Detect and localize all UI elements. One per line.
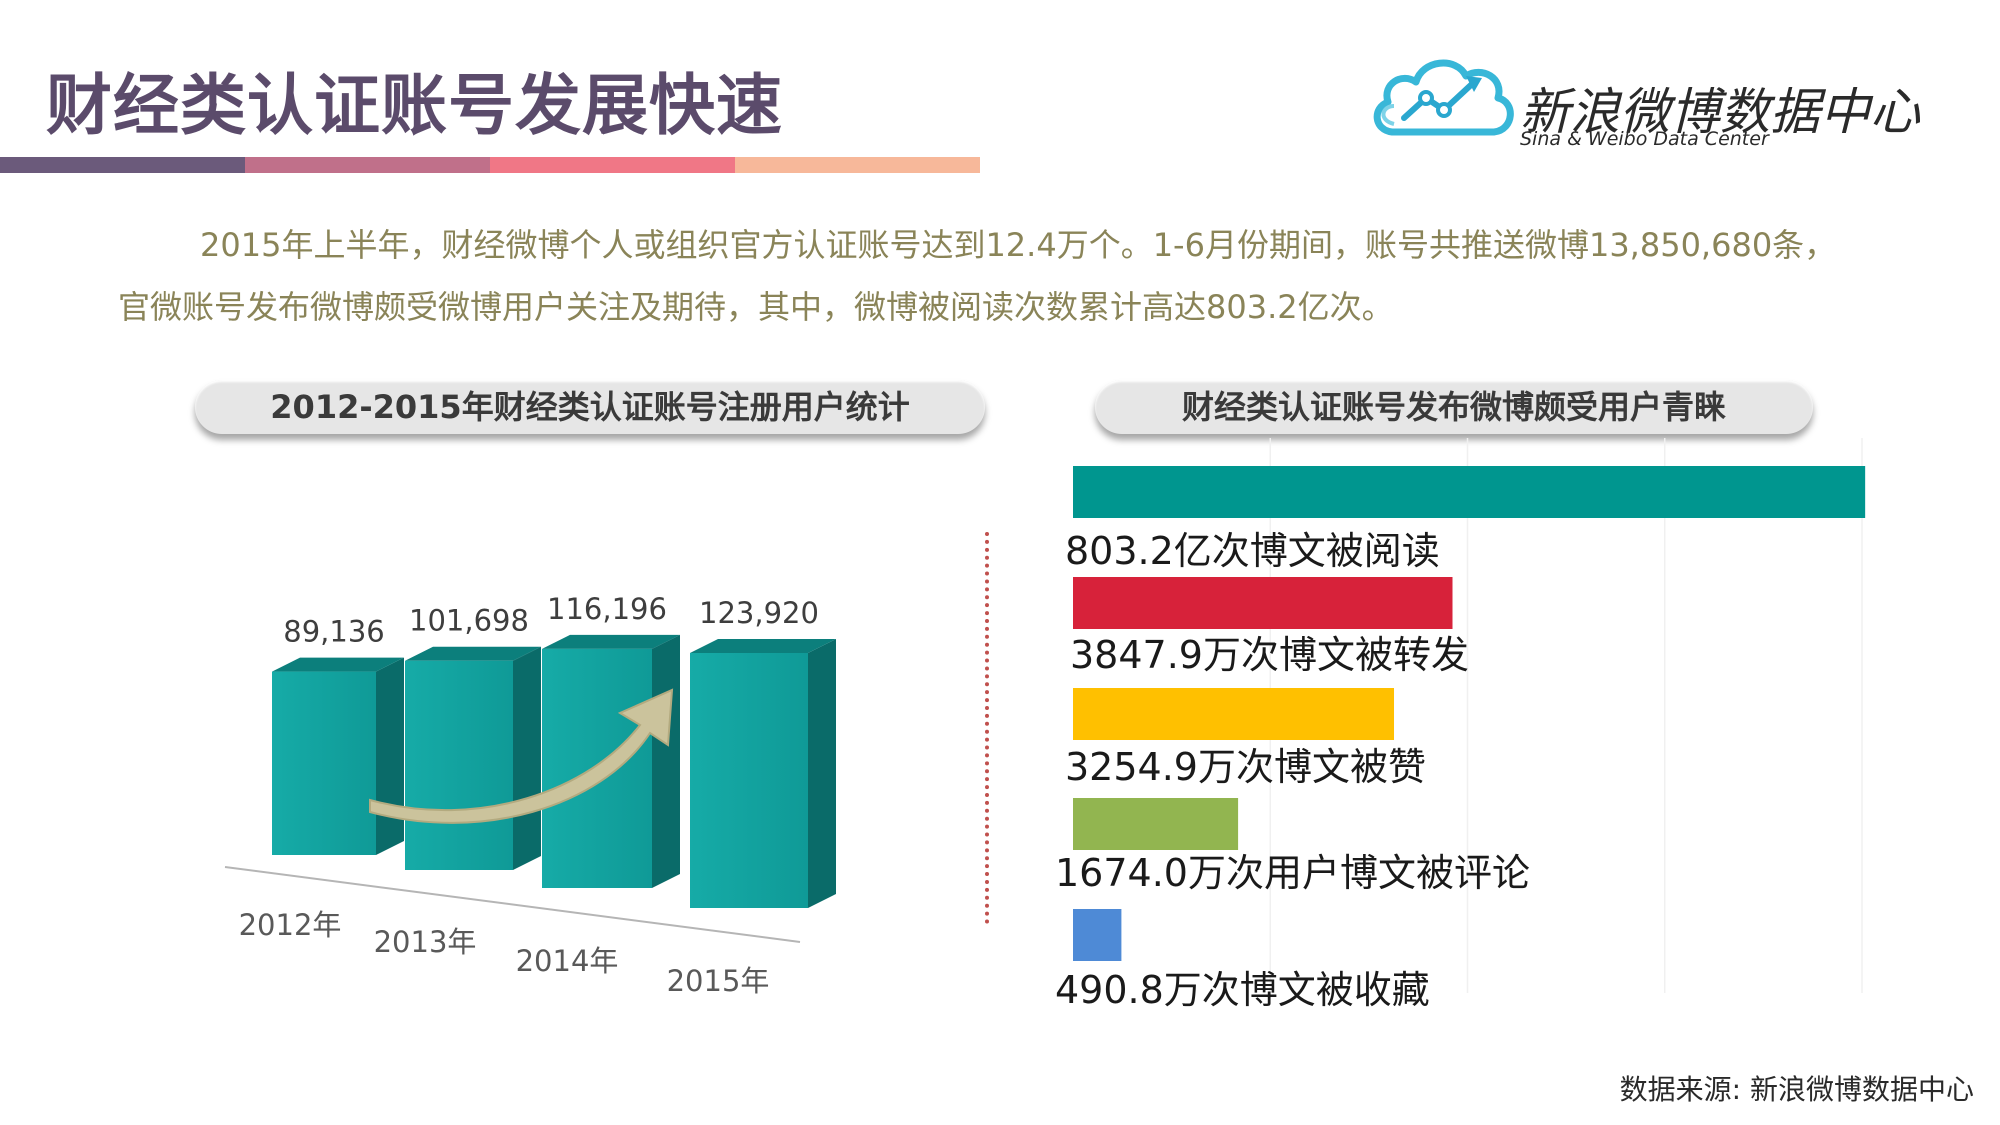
- hbar-chart-title: 财经类认证账号发布微博颇受用户青睐: [1095, 380, 1813, 434]
- hbar-label: 490.8万次博文被收藏: [1055, 968, 1430, 1012]
- bar-top-face: [405, 646, 541, 661]
- bar-3d-2013年: [405, 646, 541, 870]
- bar-top-face: [690, 639, 836, 653]
- logo-name-cn: 新浪微博数据中心: [1520, 83, 1920, 141]
- bar-value-label: 123,920: [699, 596, 819, 630]
- hbar-label: 3847.9万次博文被转发: [1070, 633, 1469, 677]
- bar-front-face: [405, 660, 513, 870]
- intro-paragraph: 2015年上半年，财经微博个人或组织官方认证账号达到12.4万个。1-6月份期间…: [118, 226, 1837, 326]
- growth-arrow-icon: [369, 688, 674, 824]
- category-label: 2013年: [374, 925, 477, 959]
- bar-value-label: 116,196: [547, 592, 667, 626]
- bar-front-face: [272, 671, 376, 855]
- cloud-chart-icon: [1373, 59, 1514, 136]
- hbar-3: [1073, 688, 1395, 740]
- sina-weibo-data-center-logo: 新浪微博数据中心 Sina & Weibo Data Center: [1370, 40, 1950, 160]
- bar-chart-title: 2012-2015年财经类认证账号注册用户统计: [195, 380, 985, 434]
- bar-side-face: [808, 639, 836, 908]
- category-label: 2014年: [516, 944, 619, 978]
- hbar-4: [1073, 798, 1239, 850]
- bar-top-face: [272, 657, 404, 672]
- title-bar-segment-4: [735, 157, 980, 173]
- hbar-label: 3254.9万次博文被赞: [1065, 745, 1426, 789]
- bar-value-label: 101,698: [409, 604, 529, 638]
- page-title: 财经类认证账号发展快速: [46, 67, 783, 144]
- title-bar-segment-2: [245, 157, 490, 173]
- bar-value-label: 89,136: [283, 615, 384, 649]
- bar-3d-2015年: [690, 639, 836, 908]
- chart-divider: [985, 532, 989, 924]
- hbar-5: [1073, 909, 1122, 961]
- category-label: 2015年: [667, 964, 770, 998]
- registered-accounts-3d-bar-chart: 89,136 2012年 101,698 2013年 116,196 2014年 123,9…: [224, 592, 836, 998]
- hbar-1: [1073, 466, 1866, 518]
- bar-front-face: [690, 653, 808, 908]
- hbar-label: 1674.0万次用户博文被评论: [1055, 851, 1530, 895]
- title-bar-segment-1: [0, 157, 245, 173]
- data-source-note: 数据来源: 新浪微博数据中心: [1619, 1073, 1974, 1106]
- bar-top-face: [542, 634, 680, 649]
- hbar-label: 803.2亿次博文被阅读: [1065, 529, 1440, 573]
- title-underline-bar: [0, 157, 980, 173]
- chart-floor-line: [224, 866, 801, 943]
- category-label: 2012年: [239, 908, 342, 942]
- logo-name-en: Sina & Weibo Data Center: [1520, 128, 1769, 150]
- title-bar-segment-3: [490, 157, 735, 173]
- hbar-2: [1073, 577, 1453, 629]
